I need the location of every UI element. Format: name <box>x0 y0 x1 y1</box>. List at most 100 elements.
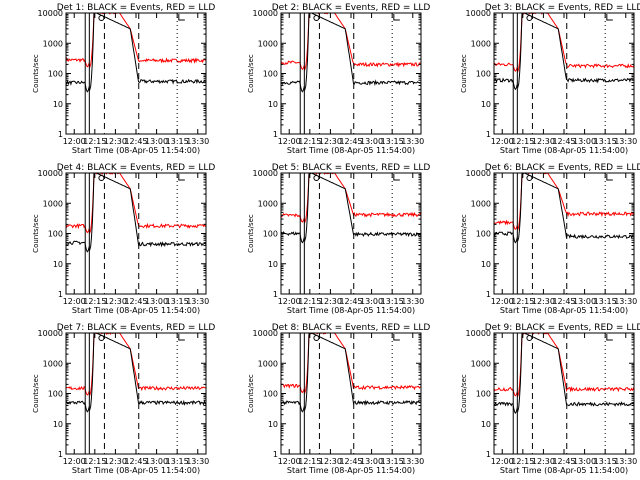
plot-frame <box>65 12 207 135</box>
x-tick-label: 12:00 <box>491 457 514 466</box>
y-tick-label: 1000 <box>471 39 491 48</box>
y-tick-label: 100 <box>48 390 63 399</box>
x-axis-label: Start Time (08-Apr-05 11:54:00) <box>287 466 415 475</box>
y-tick-label: 1000 <box>43 199 63 208</box>
detector-panel: Det 4: BLACK = Events, RED = LLD 1 10 100 10… <box>32 163 215 315</box>
x-tick-label: 12:45 <box>552 137 575 146</box>
marker-circle <box>98 15 105 21</box>
plot-area <box>281 13 421 93</box>
marker-circle <box>526 15 533 21</box>
y-tick-label: 100 <box>263 390 278 399</box>
x-tick-label: 13:00 <box>360 297 383 306</box>
panel-title: Det 5: BLACK = Events, RED = LLD <box>272 163 431 173</box>
y-axis-label: Counts/sec <box>32 374 40 413</box>
y-tick-label: 10000 <box>253 9 278 18</box>
events-series-line <box>281 333 421 413</box>
plot-frame <box>65 172 207 295</box>
y-tick-label: 100 <box>48 70 63 79</box>
x-axis-label: Start Time (08-Apr-05 11:54:00) <box>72 146 200 155</box>
y-tick-label: 10 <box>268 260 278 269</box>
detector-panel: Det 3: BLACK = Events, RED = LLD 1 10 100 10… <box>460 3 640 155</box>
detector-panel: Det 2: BLACK = Events, RED = LLD 1 10 100 10… <box>247 3 430 155</box>
y-tick-label: 10000 <box>253 169 278 178</box>
detector-panel: Det 7: BLACK = Events, RED = LLD 1 10 100 10… <box>32 323 215 475</box>
x-axis-label: Start Time (08-Apr-05 11:54:00) <box>72 306 200 315</box>
plot-area <box>66 173 206 253</box>
marker-bracket <box>393 14 400 21</box>
marker-circle <box>313 335 320 341</box>
x-tick-label: 12:15 <box>511 297 534 306</box>
x-tick-label: 12:30 <box>319 457 342 466</box>
marker-circle <box>313 15 320 21</box>
lld-series-line <box>281 13 421 72</box>
panel-title: Det 2: BLACK = Events, RED = LLD <box>272 3 431 13</box>
x-tick-label: 13:30 <box>401 457 424 466</box>
y-tick-label: 10 <box>481 100 491 109</box>
y-axis-label: Counts/sec <box>247 374 255 413</box>
x-tick-label: 12:00 <box>278 137 301 146</box>
x-tick-label: 13:00 <box>145 137 168 146</box>
x-tick-label: 13:30 <box>614 137 637 146</box>
x-tick-label: 13:15 <box>166 137 189 146</box>
x-tick-label: 12:45 <box>339 137 362 146</box>
y-tick-label: 10000 <box>38 169 63 178</box>
lld-series-line <box>66 13 206 69</box>
x-axis-label: Start Time (08-Apr-05 11:54:00) <box>287 146 415 155</box>
y-axis-label: Counts/sec <box>247 54 255 93</box>
x-tick-label: 12:30 <box>319 137 342 146</box>
y-tick-label: 1 <box>486 130 491 139</box>
x-axis-label: Start Time (08-Apr-05 11:54:00) <box>500 466 628 475</box>
detector-panel: Det 9: BLACK = Events, RED = LLD 1 10 100 10… <box>460 323 640 475</box>
y-tick-label: 10000 <box>38 9 63 18</box>
x-axis-label: Start Time (08-Apr-05 11:54:00) <box>72 466 200 475</box>
x-tick-label: 12:15 <box>298 297 321 306</box>
x-tick-label: 12:30 <box>104 297 127 306</box>
x-tick-label: 12:00 <box>491 297 514 306</box>
marker-bracket <box>606 334 613 341</box>
plot-area <box>281 173 421 244</box>
x-tick-label: 12:00 <box>63 457 86 466</box>
x-tick-label: 12:00 <box>63 297 86 306</box>
x-tick-label: 13:30 <box>614 457 637 466</box>
y-tick-label: 10 <box>481 420 491 429</box>
x-tick-label: 13:15 <box>381 137 404 146</box>
plot-frame <box>280 332 422 455</box>
x-tick-label: 12:00 <box>278 297 301 306</box>
x-tick-label: 13:00 <box>360 457 383 466</box>
marker-circle <box>526 175 533 181</box>
y-tick-label: 100 <box>476 230 491 239</box>
panel-title: Det 1: BLACK = Events, RED = LLD <box>57 3 216 13</box>
x-tick-label: 13:30 <box>186 457 209 466</box>
y-tick-label: 10 <box>268 420 278 429</box>
panel-title: Det 3: BLACK = Events, RED = LLD <box>485 3 640 13</box>
y-axis-label: Counts/sec <box>460 54 468 93</box>
x-tick-label: 12:15 <box>83 457 106 466</box>
y-tick-label: 1 <box>486 290 491 299</box>
x-tick-label: 13:30 <box>186 137 209 146</box>
marker-bracket <box>606 14 613 21</box>
x-tick-label: 13:15 <box>594 457 617 466</box>
x-tick-label: 12:45 <box>124 297 147 306</box>
y-tick-label: 1000 <box>43 359 63 368</box>
y-tick-label: 100 <box>476 70 491 79</box>
plot-area <box>494 333 634 415</box>
marker-bracket <box>178 174 185 181</box>
y-tick-label: 1000 <box>471 199 491 208</box>
x-tick-label: 13:15 <box>381 297 404 306</box>
y-tick-label: 100 <box>263 230 278 239</box>
plot-area <box>494 173 634 244</box>
plot-area <box>66 13 206 93</box>
x-tick-label: 12:45 <box>124 137 147 146</box>
y-axis-label: Counts/sec <box>247 214 255 253</box>
x-tick-label: 12:15 <box>83 297 106 306</box>
x-axis-label: Start Time (08-Apr-05 11:54:00) <box>287 306 415 315</box>
y-axis-label: Counts/sec <box>460 214 468 253</box>
y-tick-label: 1 <box>273 450 278 459</box>
x-tick-label: 13:00 <box>145 297 168 306</box>
x-axis-label: Start Time (08-Apr-05 11:54:00) <box>500 306 628 315</box>
y-tick-label: 1000 <box>258 359 278 368</box>
y-axis-label: Counts/sec <box>32 214 40 253</box>
detector-panel: Det 6: BLACK = Events, RED = LLD 1 10 100 10… <box>460 163 640 315</box>
x-tick-label: 13:15 <box>381 457 404 466</box>
